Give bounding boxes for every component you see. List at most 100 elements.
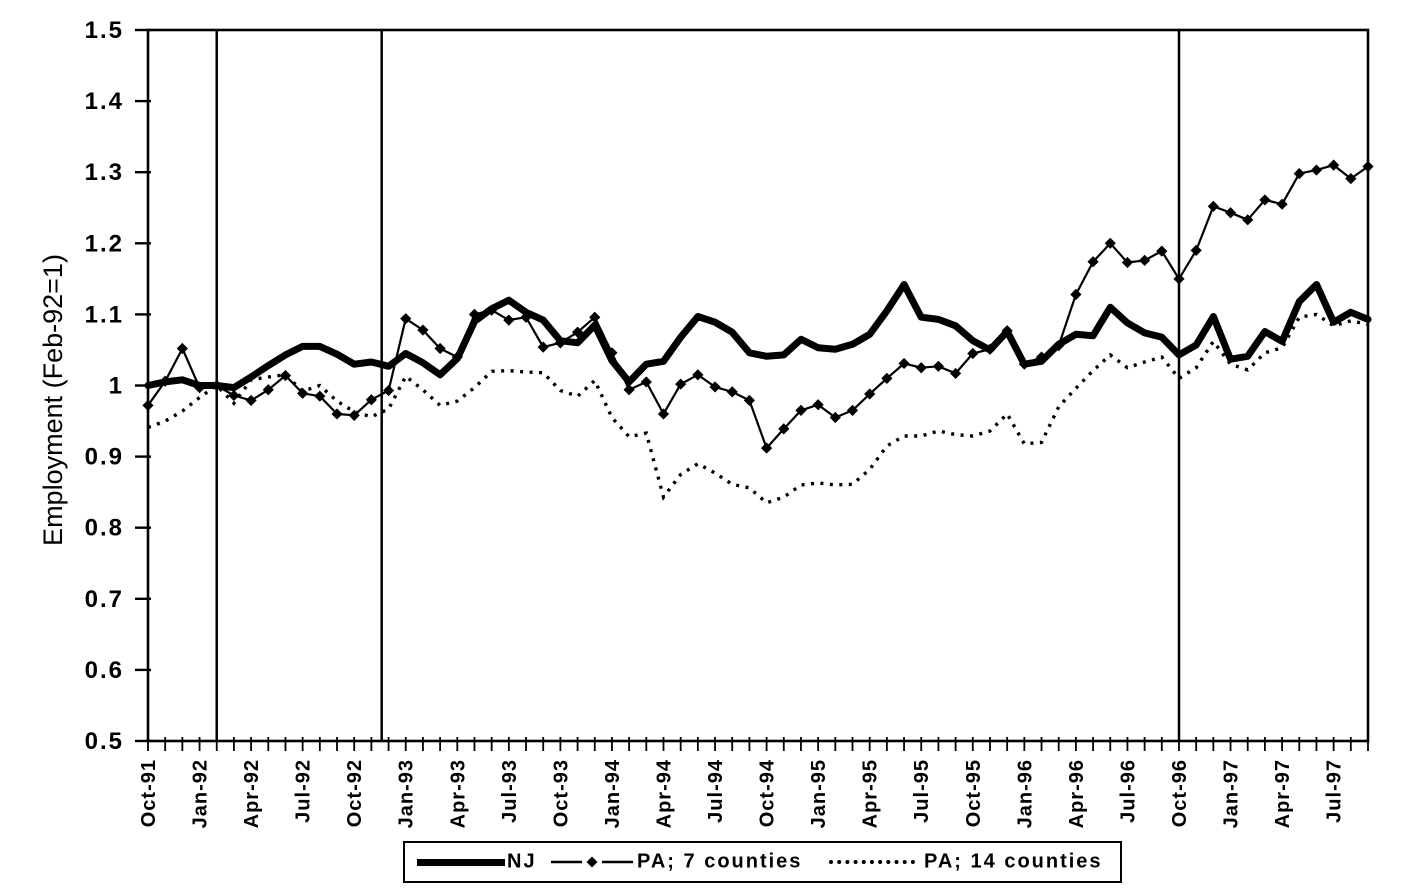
pa7-diamond-marker	[1190, 244, 1202, 257]
plot-border	[146, 28, 1370, 743]
x-axis-tick-label: Apr-97	[1272, 759, 1294, 828]
pa7-diamond-marker	[400, 313, 412, 325]
pa7-diamond-marker	[348, 409, 360, 421]
x-axis-tick-label: Oct-91	[138, 759, 160, 827]
pa7-diamond-marker	[967, 347, 979, 360]
pa7-legend-line-sample	[551, 855, 633, 874]
x-axis-tick-label: Oct-95	[963, 759, 985, 827]
dash-diamond-icon	[551, 856, 633, 868]
pa7-diamond-marker	[1207, 200, 1219, 212]
pa7-diamond-marker	[778, 423, 790, 435]
pa14-legend-dotted-sample	[829, 860, 915, 864]
x-axis-tick-label: Jan-96	[1014, 759, 1036, 828]
pa7-counties-line	[147, 164, 1369, 450]
x-axis-tick-label: Oct-96	[1169, 759, 1191, 827]
x-axis-tick-label: Jul-94	[705, 759, 727, 823]
pa7-diamond-marker	[382, 384, 395, 397]
y-axis-tick-label: 1.4	[85, 88, 124, 115]
pa7-diamond-marker	[279, 369, 292, 382]
pa7-diamond-marker	[898, 357, 910, 370]
pa7-diamond-marker	[1362, 160, 1374, 173]
y-axis-tick-label: 0.5	[85, 728, 124, 755]
pa7-diamond-marker	[537, 341, 549, 353]
y-axis-tick-label: 1.2	[85, 230, 124, 257]
pa7-diamond-marker	[795, 404, 807, 416]
pa7-diamond-marker	[1259, 194, 1271, 206]
pa7-diamond-marker	[245, 394, 257, 407]
pa7-diamond-marker	[675, 378, 687, 390]
x-axis-tick-label: Jul-95	[911, 759, 933, 823]
x-axis-tick-label: Apr-94	[653, 759, 675, 828]
x-axis-tick-label: Jan-95	[808, 759, 830, 828]
legend-label-pa7: PA; 7 counties	[637, 850, 803, 873]
pa7-diamond-marker	[1310, 164, 1323, 176]
pa7-diamond-marker	[1293, 168, 1305, 180]
y-axis-tick-label: 1.1	[85, 301, 124, 328]
pa7-diamond-marker	[1345, 172, 1357, 185]
x-axis-tick-label: Jul-93	[499, 759, 521, 823]
y-axis-tick-label: 1	[109, 373, 124, 400]
pa7-diamond-marker	[812, 399, 824, 411]
pa7-diamond-marker	[1224, 207, 1237, 219]
y-axis-tick-label: 1.3	[85, 159, 124, 186]
pa7-diamond-marker	[1173, 273, 1185, 285]
x-axis-tick-label: Oct-93	[550, 759, 572, 827]
y-axis-tick-label: 0.9	[85, 444, 124, 471]
x-axis-tick-label: Jan-94	[602, 759, 624, 828]
pa7-diamond-marker	[417, 324, 429, 336]
x-axis-tick-label: Apr-95	[860, 759, 882, 828]
y-axis-title: Employment (Feb-92=1)	[38, 254, 68, 546]
pa7-diamond-marker	[760, 442, 773, 454]
pa7-diamond-marker	[1156, 245, 1168, 257]
x-axis-tick-label: Oct-94	[757, 759, 779, 827]
pa7-diamond-marker	[1139, 254, 1151, 266]
pa7-diamond-marker	[503, 314, 515, 326]
pa7-diamond-marker	[846, 404, 859, 416]
pa7-diamond-marker	[1070, 288, 1082, 301]
pa7-diamond-marker	[1276, 198, 1288, 210]
pa7-diamond-marker	[228, 389, 240, 402]
pa7-diamond-marker	[950, 367, 962, 380]
pa7-diamond-marker	[589, 311, 601, 323]
x-axis-tick-label: Jul-97	[1324, 759, 1346, 823]
pa7-diamond-marker	[623, 384, 635, 396]
y-axis-tick-label: 0.6	[85, 657, 124, 684]
pa7-diamond-marker	[571, 326, 584, 338]
pa7-diamond-marker	[1242, 214, 1254, 226]
pa7-diamond-marker	[1104, 237, 1116, 249]
pa7-diamond-marker	[314, 390, 326, 402]
pa7-diamond-marker	[657, 408, 670, 420]
pa7-diamond-marker	[176, 342, 188, 355]
pa7-diamond-marker	[726, 386, 738, 398]
legend-label-pa14: PA; 14 counties	[924, 850, 1103, 873]
x-axis-tick-label: Oct-92	[344, 759, 366, 827]
pa7-diamond-marker	[829, 411, 841, 424]
pa7-diamond-marker	[262, 384, 274, 396]
pa7-diamond-marker	[1328, 159, 1340, 171]
pa7-diamond-marker	[1087, 256, 1099, 268]
pa7-diamond-marker	[331, 408, 343, 420]
pa7-diamond-marker	[864, 388, 876, 400]
x-axis-tick-label: Apr-93	[447, 759, 469, 828]
nj-line	[144, 281, 1372, 392]
pa7-diamond-marker	[142, 399, 154, 412]
legend: NJ PA; 7 counties PA; 14 counties	[403, 841, 1122, 883]
pa7-diamond-marker	[1121, 256, 1134, 269]
pa7-diamond-marker	[915, 362, 927, 374]
x-axis-tick-label: Jan-93	[396, 759, 418, 828]
pa7-diamond-marker	[743, 394, 756, 407]
y-axis-tick-label: 0.8	[85, 515, 124, 542]
pa7-diamond-marker	[434, 342, 446, 355]
pa7-diamond-marker	[297, 387, 309, 399]
x-axis-tick-label: Apr-96	[1066, 759, 1088, 828]
x-axis-tick-label: Jul-92	[293, 759, 315, 823]
pa7-diamond-marker	[881, 372, 893, 384]
x-axis-tick-label: Jan-97	[1221, 759, 1243, 828]
pa7-diamond-marker	[709, 381, 721, 393]
pa7-diamond-marker	[932, 360, 945, 372]
x-axis-tick-label: Jan-92	[190, 759, 212, 828]
pa7-diamond-marker	[692, 369, 704, 381]
x-axis-tick-label: Apr-92	[241, 759, 263, 828]
